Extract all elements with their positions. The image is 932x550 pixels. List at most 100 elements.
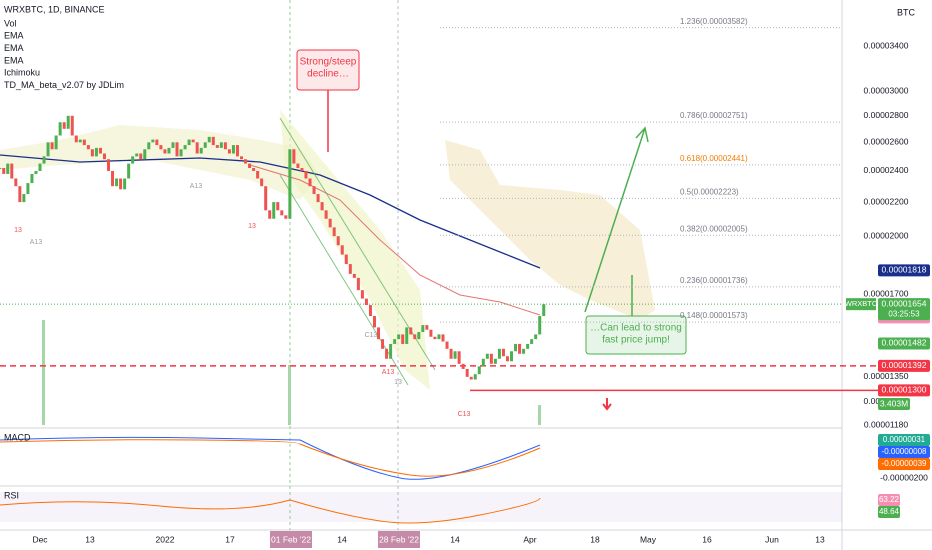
down-arrow <box>602 398 612 411</box>
symbol-title: WRXBTC, 1D, BINANCE <box>4 4 105 14</box>
fib-label: 0.148(0.00001573) <box>680 311 748 320</box>
candle-body <box>393 339 397 344</box>
candle-body <box>324 210 328 219</box>
candle-body <box>473 374 477 380</box>
legend: WRXBTC, 1D, BINANCE <box>4 4 105 14</box>
candle-body <box>82 139 86 146</box>
candle-body <box>501 348 505 357</box>
date-label: 18 <box>590 534 600 544</box>
candle-body <box>356 277 360 291</box>
annotation-text: Strong/steep <box>300 57 357 68</box>
price-badge <box>878 384 930 397</box>
candle-body <box>203 142 207 148</box>
candle-body <box>54 135 58 150</box>
macd-badge-label: -0.00000008 <box>882 447 927 456</box>
candle-body <box>489 353 493 364</box>
candle-body <box>385 348 389 359</box>
candle-body <box>215 145 219 148</box>
candle-body <box>276 202 280 211</box>
td-marker: 13 <box>394 379 402 386</box>
candle-body <box>352 273 356 278</box>
candle-body <box>268 210 272 219</box>
candle-body <box>312 186 316 195</box>
date-highlight <box>270 531 312 548</box>
candle-body <box>381 339 385 349</box>
indicator-name: Ichimoku <box>4 68 40 78</box>
macd-badge <box>878 434 930 446</box>
candle-body <box>175 142 179 157</box>
symbol-badge <box>846 298 876 311</box>
price-badge <box>878 298 930 321</box>
up-arrow <box>584 126 649 313</box>
candle-body <box>320 202 324 211</box>
candle-body <box>332 227 336 237</box>
candle-body <box>272 202 276 219</box>
candle-body <box>131 156 135 164</box>
candle-body <box>207 136 211 143</box>
symbol-badge-label: WRXBTC <box>845 299 878 308</box>
candle-body <box>409 327 413 335</box>
signal-line <box>0 439 541 477</box>
candle-body <box>372 316 376 328</box>
candle-body <box>6 163 10 174</box>
candle-body <box>377 327 381 340</box>
candle-body <box>538 316 542 335</box>
date-label: Dec <box>32 534 48 544</box>
candle-body <box>360 290 364 299</box>
countdown: 03:25:53 <box>888 309 920 318</box>
price-badge <box>878 359 930 372</box>
ichimoku-cloud <box>280 110 430 390</box>
candle-body <box>522 348 526 354</box>
candle-body <box>187 139 191 146</box>
candle-body <box>26 183 30 195</box>
price-tick-label: 0.00001700 <box>864 289 909 299</box>
candle-body <box>461 363 465 369</box>
candle-body <box>147 142 151 150</box>
candle-body <box>155 139 159 146</box>
candle-body <box>163 149 167 154</box>
candle-body <box>235 145 239 157</box>
annotation-text: fast price jump! <box>602 335 670 346</box>
date-label: 16 <box>702 534 712 544</box>
price-badge-label: 0.00001300 <box>882 385 927 395</box>
candle-body <box>445 341 449 349</box>
candle-body <box>288 149 292 219</box>
candle-body <box>159 145 163 150</box>
td-marker: A13 <box>190 183 203 190</box>
candle-body <box>70 115 74 136</box>
date-label: 13 <box>815 534 825 544</box>
candle-body <box>497 348 501 359</box>
candle-body <box>477 366 481 375</box>
price-badge-label: 0.00001818 <box>882 265 927 275</box>
candle-body <box>231 145 235 154</box>
candle-body <box>469 376 473 380</box>
candle-body <box>123 178 127 190</box>
annotation-box <box>296 49 360 91</box>
price-badge <box>878 337 930 350</box>
macd-tick: -0.00000200 <box>880 472 928 482</box>
candle-body <box>437 334 441 340</box>
volume-bar <box>538 405 541 425</box>
annotation-text: decline… <box>307 69 349 80</box>
candle-body <box>344 254 348 265</box>
date-label: 01 Feb '22 <box>271 534 311 544</box>
candle-body <box>514 343 518 352</box>
candle-body <box>453 351 457 359</box>
candle-body <box>14 178 18 187</box>
candle-body <box>542 304 546 317</box>
candle-body <box>405 327 409 344</box>
candle-body <box>530 339 534 344</box>
candle-body <box>78 139 82 143</box>
candle-body <box>316 194 320 203</box>
price-tick-label: 0.00002400 <box>864 165 909 175</box>
candle-body <box>62 122 66 129</box>
candle-body <box>143 149 147 160</box>
volume-bar <box>288 365 291 425</box>
candle-body <box>115 178 119 187</box>
candle-body <box>107 159 111 171</box>
volume-bar <box>42 320 45 425</box>
td-marker: 13 <box>248 223 256 230</box>
candle-body <box>493 358 497 364</box>
candle-body <box>22 194 26 203</box>
